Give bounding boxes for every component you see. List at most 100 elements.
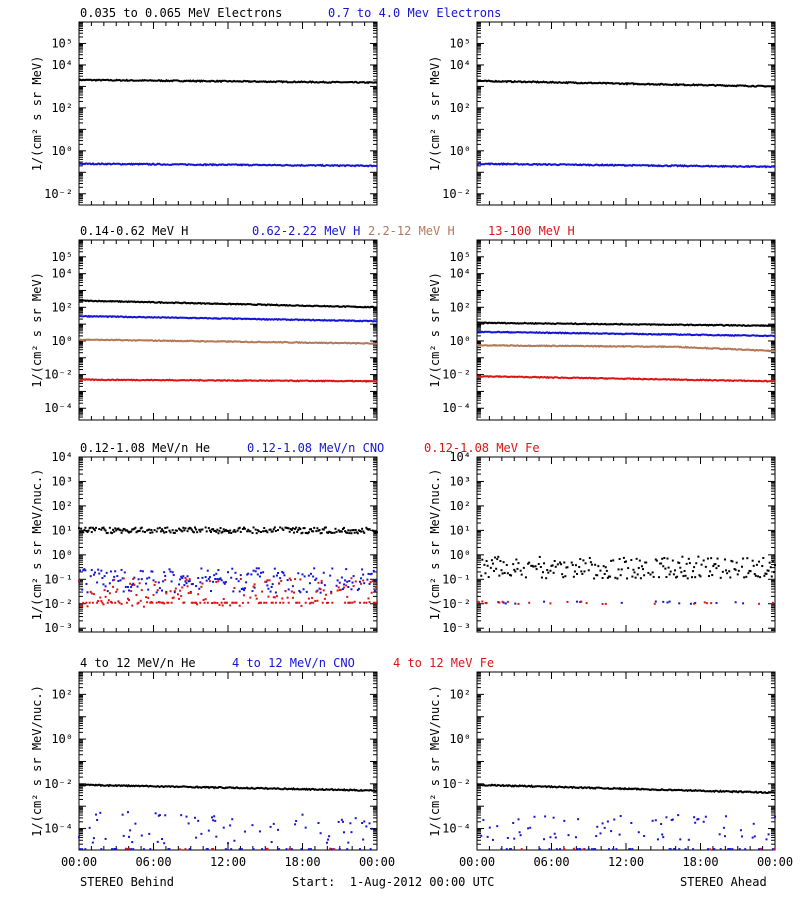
series-point [173, 590, 176, 593]
chart-panel-4: 10⁵ 10⁴ 10² 10⁰ 10⁻² 10⁻⁴1/(cm² s sr MeV) [428, 239, 776, 421]
series-point [165, 531, 168, 534]
series-point [282, 601, 285, 604]
series-point [89, 575, 92, 578]
series-point [175, 529, 178, 532]
series-point [187, 527, 190, 530]
panel-title: 13-100 MeV H [488, 224, 575, 238]
series-point [693, 602, 696, 605]
series-point [223, 582, 226, 585]
series-point [532, 565, 535, 568]
series-point [595, 835, 598, 838]
series-point [240, 848, 243, 851]
series-point [197, 819, 200, 822]
series-point [291, 596, 294, 599]
series-point [300, 848, 303, 851]
series-point [155, 530, 158, 533]
series-point [179, 589, 182, 592]
series-point [310, 528, 313, 531]
series-point [299, 528, 302, 531]
series-point [181, 577, 184, 580]
series-point [117, 600, 120, 603]
series-point [229, 529, 232, 532]
series-point [336, 589, 339, 592]
series-point [230, 848, 233, 851]
series-point [168, 529, 171, 532]
series-point [91, 526, 94, 529]
series-point [114, 848, 117, 851]
series-point [322, 589, 325, 592]
series-point [348, 532, 351, 535]
series-point [553, 832, 556, 835]
series-point [316, 599, 319, 602]
series-point [113, 575, 116, 578]
series-point [689, 602, 692, 605]
series-point [213, 529, 216, 532]
series-point [606, 820, 609, 823]
series-point [571, 564, 574, 567]
series-point [736, 573, 739, 576]
series-point [185, 582, 188, 585]
y-tick-label: 10⁴ [51, 267, 73, 281]
series-point [214, 819, 217, 822]
series-point [589, 561, 592, 564]
series-point [299, 578, 302, 581]
series-point [248, 530, 251, 533]
series-point [696, 818, 699, 821]
series-point [275, 595, 278, 598]
series-point [313, 526, 316, 529]
series-point [79, 531, 82, 534]
series-point [169, 570, 172, 573]
series-point [561, 573, 564, 576]
y-tick-label: 10¹ [449, 523, 471, 537]
series-point [182, 526, 185, 529]
footer-right-label: STEREO Ahead [680, 875, 767, 889]
series-point [213, 815, 216, 818]
series-point [100, 528, 103, 531]
series-point [110, 848, 113, 851]
series-point [211, 528, 214, 531]
series-point [699, 575, 702, 578]
series-point [735, 561, 738, 564]
series-point [140, 578, 143, 581]
series-point [706, 848, 709, 851]
series-point [139, 527, 142, 530]
series-point [334, 527, 337, 530]
series-point [636, 573, 639, 576]
series-point [693, 566, 696, 569]
series-point [208, 576, 211, 579]
y-tick-label: 10⁴ [449, 58, 471, 72]
series-point [335, 584, 338, 587]
series-point [283, 574, 286, 577]
series-point [267, 587, 270, 590]
y-tick-label: 10⁻² [44, 777, 73, 791]
series-point [354, 580, 357, 583]
series-point [266, 579, 269, 582]
series-point [124, 529, 127, 532]
series-point [104, 585, 107, 588]
series-point [545, 577, 548, 580]
series-point [483, 563, 486, 566]
series-point [490, 559, 493, 562]
series-point [344, 530, 347, 533]
series-point [692, 570, 695, 573]
series-point [723, 835, 726, 838]
series-point [281, 597, 284, 600]
series-point [637, 566, 640, 569]
series-point [212, 528, 215, 531]
series-point [135, 531, 138, 534]
series-point [227, 842, 229, 845]
series-point [196, 603, 199, 606]
series-point [156, 589, 159, 592]
series-point [485, 559, 488, 562]
series-point [270, 841, 273, 844]
series-point [368, 528, 371, 531]
series-point [329, 847, 332, 850]
series-point [195, 585, 198, 588]
plot-frame [476, 239, 776, 421]
series-point [300, 604, 303, 607]
series-point [370, 827, 373, 830]
series-point [478, 601, 481, 604]
series-point [96, 818, 99, 821]
series-point [150, 529, 153, 532]
series-point [769, 566, 772, 569]
